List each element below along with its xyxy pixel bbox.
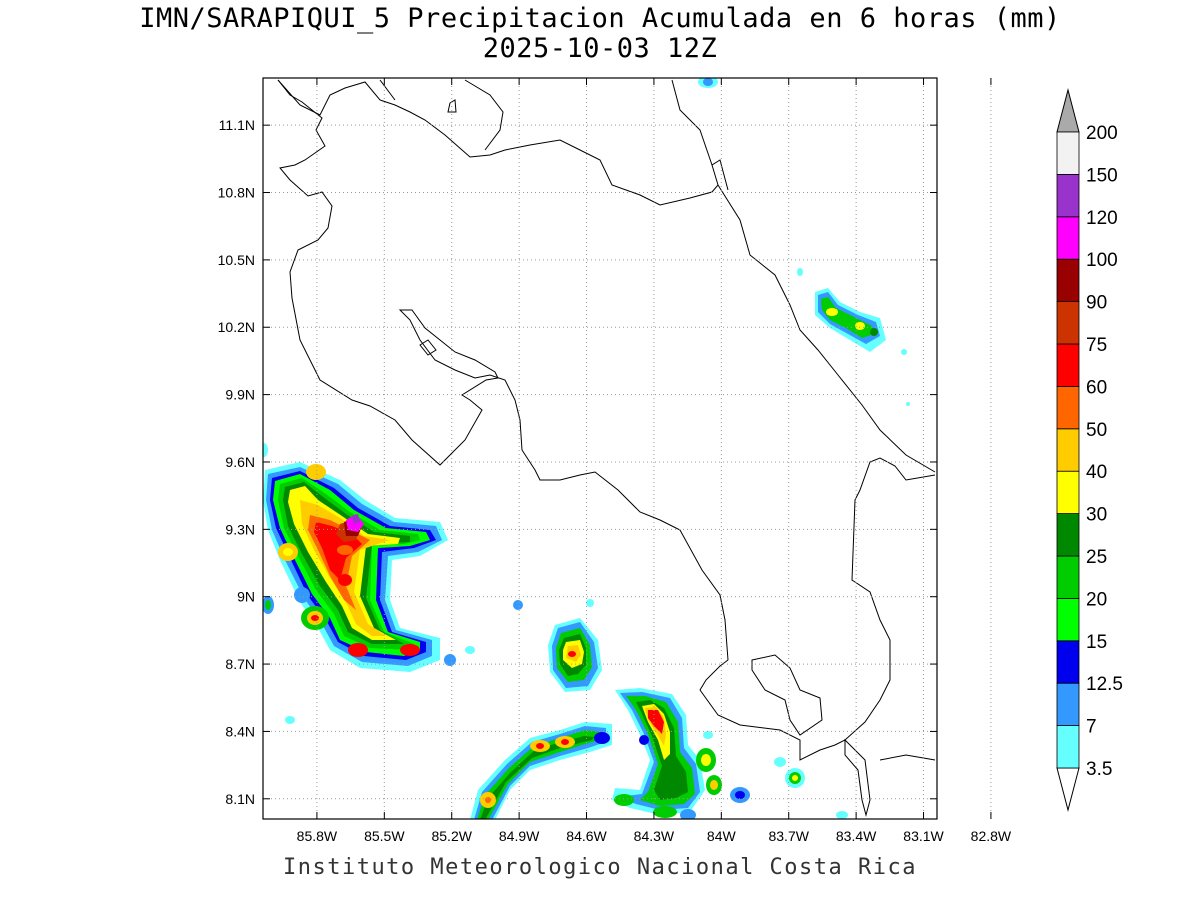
precipitation-layer	[263, 78, 910, 819]
colorbar-swatch	[1056, 343, 1080, 387]
colorbar-swatch	[1056, 555, 1080, 599]
colorbar-label: 7	[1086, 717, 1097, 738]
lat-tick-label: 10.2N	[218, 319, 255, 335]
colorbar-swatch	[1056, 131, 1080, 175]
lat-tick-label: 9.3N	[225, 521, 255, 537]
colorbar-label: 120	[1086, 208, 1118, 229]
lon-tick-label: 85.2W	[431, 828, 472, 844]
colorbar-swatch	[1056, 428, 1080, 472]
lon-tick-label: 85.5W	[364, 828, 405, 844]
colorbar-label: 100	[1086, 250, 1118, 271]
colorbar-swatch	[1056, 513, 1080, 557]
lon-tick-label: 84.6W	[566, 828, 607, 844]
colorbar-label: 90	[1086, 293, 1107, 314]
lat-tick-label: 8.7N	[225, 656, 255, 672]
lon-tick-label: 82.8W	[971, 828, 1012, 844]
colorbar-label: 150	[1086, 165, 1118, 186]
lat-tick-label: 9N	[237, 589, 255, 605]
lon-tick-label: 84W	[707, 828, 737, 844]
coastline-layer	[277, 79, 936, 817]
colorbar-label: 25	[1086, 547, 1107, 568]
colorbar-label: 12.5	[1086, 674, 1123, 695]
colorbar-legend: 3.5 7 12.5 15 20 25 30 40 50 60 75 90 100 120 150 200	[1056, 88, 1123, 812]
colorbar-swatch	[1056, 173, 1080, 218]
colorbar-label: 3.5	[1086, 759, 1112, 780]
lat-tick-label: 8.4N	[225, 723, 255, 739]
colorbar-swatch	[1056, 385, 1080, 430]
colorbar-swatch	[1056, 470, 1080, 515]
colorbar-swatch	[1056, 598, 1080, 642]
colorbar-swatch	[1056, 301, 1080, 345]
map-background	[263, 78, 937, 819]
lat-tick-label: 10.8N	[218, 185, 255, 201]
colorbar-swatch	[1056, 682, 1080, 727]
colorbar-label: 20	[1086, 589, 1107, 610]
lon-tick-label: 85.8W	[297, 828, 338, 844]
lat-tick-label: 9.6N	[225, 454, 255, 470]
map-frame	[262, 77, 938, 820]
lon-tick-label: 83.7W	[768, 828, 809, 844]
colorbar-arrow-top	[1056, 88, 1080, 133]
colorbar-swatch	[1056, 640, 1080, 684]
lat-tick-label: 9.9N	[225, 387, 255, 403]
colorbar-arrow-bottom	[1056, 767, 1080, 812]
lon-tick-label: 83.4W	[836, 828, 877, 844]
lat-tick-label: 8.1N	[225, 791, 255, 807]
colorbar-label: 40	[1086, 462, 1107, 483]
colorbar-swatch	[1056, 725, 1080, 769]
colorbar-swatch	[1056, 216, 1080, 260]
colorbar-label: 30	[1086, 505, 1107, 526]
colorbar-swatch	[1056, 258, 1080, 303]
map-title: IMN/SARAPIQUI_5 Precipitacion Acumulada …	[139, 3, 1061, 34]
colorbar-label: 75	[1086, 335, 1107, 356]
lon-tick-label: 83.1W	[903, 828, 944, 844]
lon-tick-label: 84.3W	[634, 828, 675, 844]
graticule-layer	[263, 78, 992, 819]
colorbar-label: 50	[1086, 420, 1107, 441]
colorbar-label: 15	[1086, 632, 1107, 653]
lon-tick-label: 84.9W	[499, 828, 540, 844]
colorbar-label: 60	[1086, 377, 1107, 398]
lat-tick-label: 11.1N	[219, 117, 255, 133]
lat-tick-label: 10.5N	[218, 252, 255, 268]
footer-credit: Instituto Meteorologico Nacional Costa R…	[282, 855, 918, 880]
axis-ticks: 85.8W 85.5W 85.2W 84.9W 84.6W 84.3W 84W 83.7W 83…	[218, 78, 1012, 844]
colorbar-label: 200	[1086, 123, 1118, 144]
map-subtitle: 2025-10-03 12Z	[482, 33, 718, 64]
